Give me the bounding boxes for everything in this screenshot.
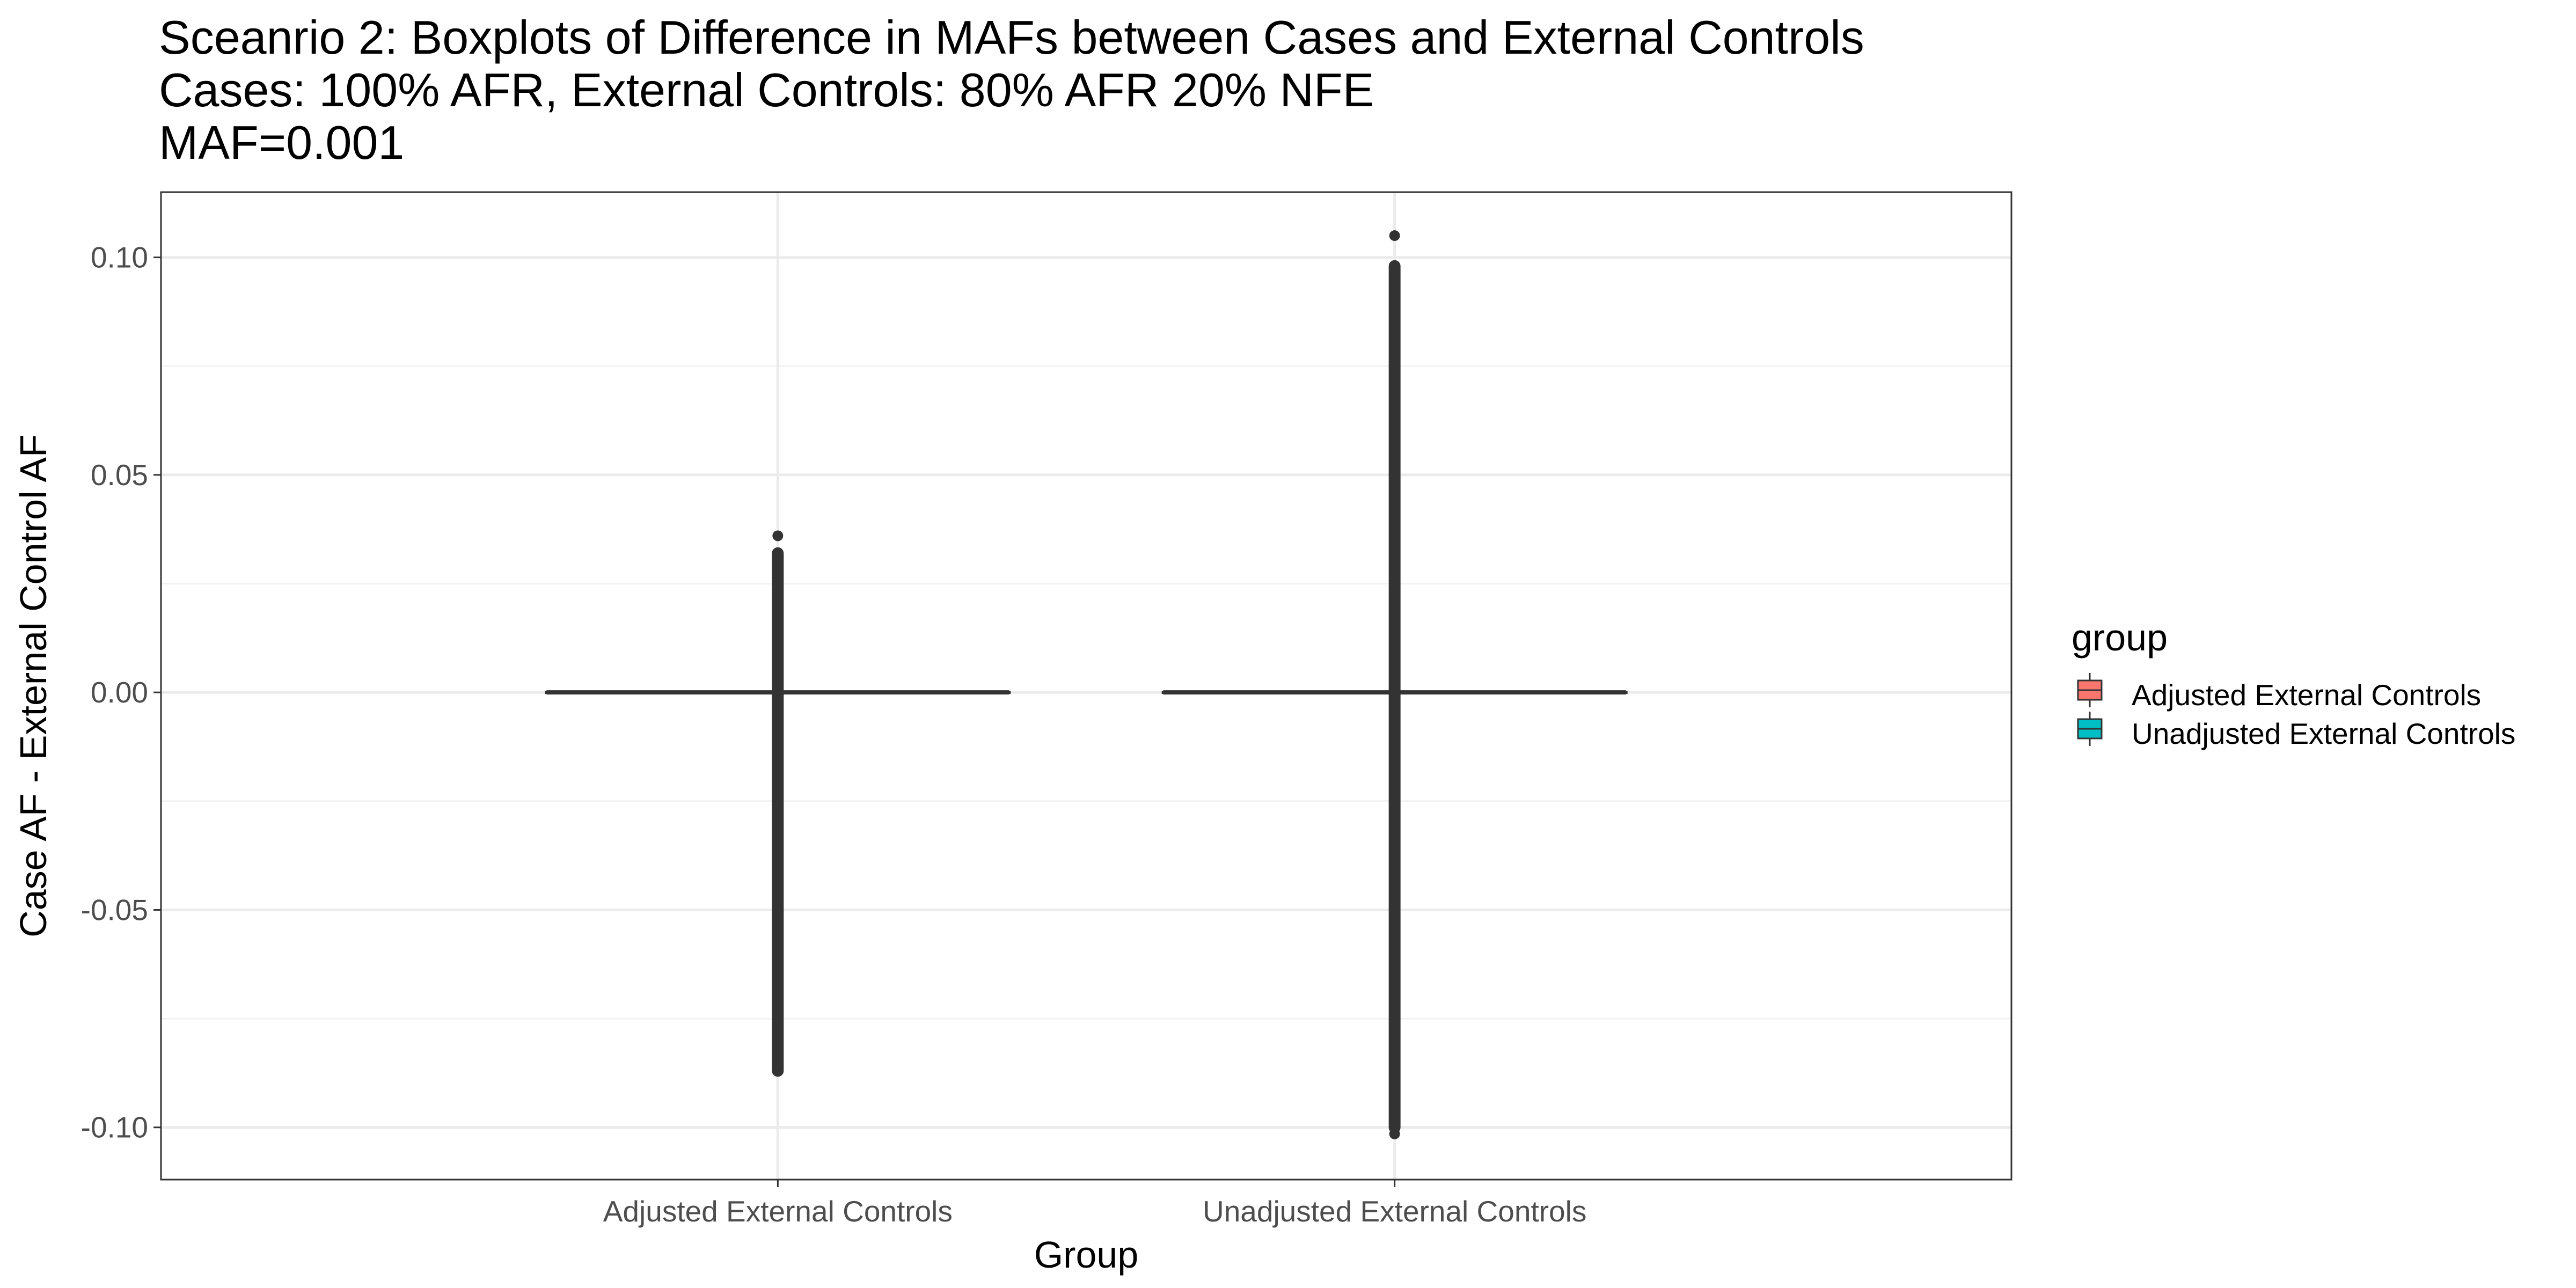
plot-panel	[161, 192, 2011, 1180]
legend-title: group	[2072, 617, 2168, 658]
chart-title-line-3: MAF=0.001	[159, 116, 404, 169]
y-tick-label: 0.05	[91, 458, 148, 492]
boxplot-unadjusted	[1161, 230, 1628, 1139]
y-tick-label: -0.10	[81, 1111, 148, 1144]
outlier-point	[1389, 230, 1400, 241]
chart-title: Sceanrio 2: Boxplots of Difference in MA…	[159, 11, 1864, 169]
x-axis-title: Group	[1034, 1234, 1139, 1276]
y-axis: 0.10 0.05 0.00 -0.05 -0.10	[81, 241, 161, 1144]
y-tick-label: -0.05	[81, 893, 148, 926]
plot-panel-border	[160, 191, 2012, 1181]
chart-title-line-1: Sceanrio 2: Boxplots of Difference in MA…	[159, 11, 1864, 64]
legend-label-adjusted: Adjusted External Controls	[2132, 678, 2481, 712]
legend-label-unadjusted: Unadjusted External Controls	[2132, 717, 2515, 750]
y-tick-label: 0.00	[91, 676, 148, 709]
legend-key-adjusted	[2077, 673, 2103, 707]
x-axis: Adjusted External Controls Unadjusted Ext…	[603, 1180, 1586, 1228]
boxplot-layer	[545, 230, 1628, 1139]
boxplot-adjusted	[545, 530, 1011, 1077]
legend: group Adjusted External Controls Unadjus…	[2072, 617, 2515, 750]
outlier-point	[1389, 1128, 1400, 1139]
chart-title-line-2: Cases: 100% AFR, External Controls: 80% …	[159, 63, 1374, 116]
legend-key-unadjusted	[2077, 712, 2103, 746]
y-axis-title: Case AF - External Control AF	[12, 434, 54, 938]
y-tick-label: 0.10	[91, 241, 148, 274]
x-tick-label: Unadjusted External Controls	[1203, 1195, 1586, 1228]
outlier-point	[772, 530, 784, 541]
x-tick-label: Adjusted External Controls	[603, 1195, 953, 1228]
outlier-point	[772, 1063, 784, 1074]
